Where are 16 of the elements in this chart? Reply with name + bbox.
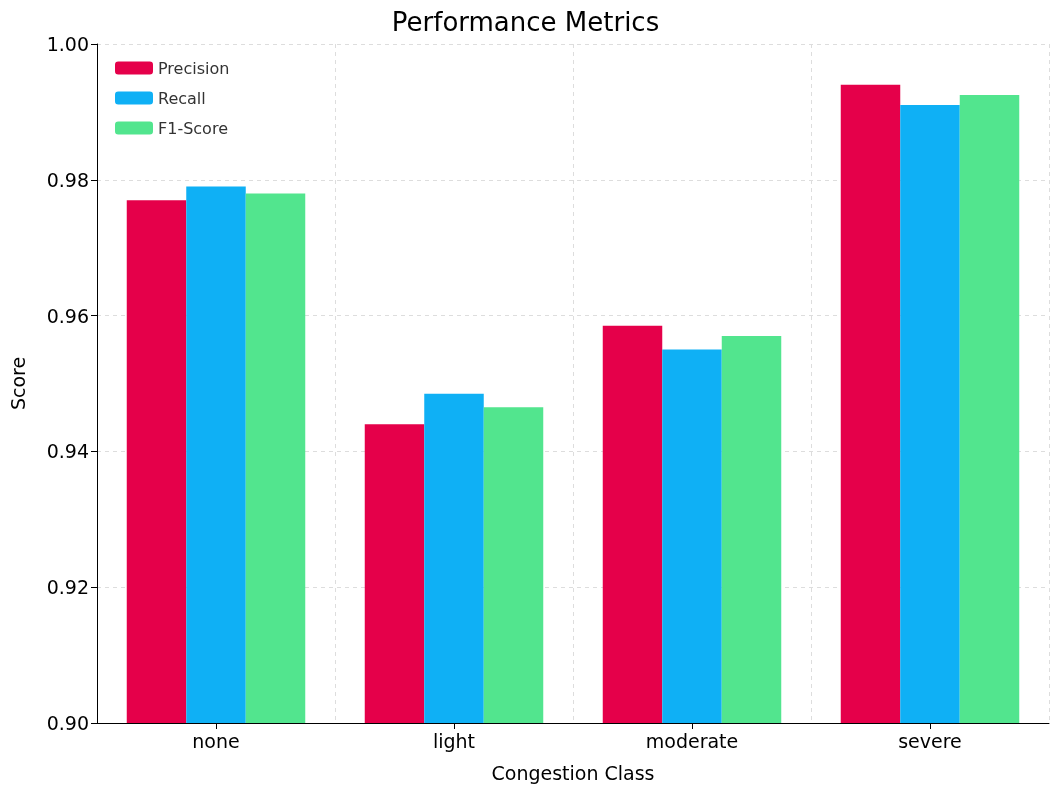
chart-title: Performance Metrics xyxy=(391,7,660,37)
y-axis-title: Score xyxy=(6,356,29,411)
y-tick-label: 0.98 xyxy=(46,168,89,191)
x-tick-label: none xyxy=(192,729,240,752)
x-tick-label: severe xyxy=(898,729,962,752)
y-tick-label: 0.92 xyxy=(46,576,89,599)
y-tick-label: 0.90 xyxy=(46,712,89,734)
y-tick-label: 0.96 xyxy=(46,304,89,327)
x-axis-title: Congestion Class xyxy=(491,761,655,784)
legend-label: Precision xyxy=(158,58,230,78)
legend-label: Recall xyxy=(158,88,206,108)
x-tick-label: moderate xyxy=(645,729,739,752)
x-tick-label: light xyxy=(432,729,476,752)
legend-label: F1-Score xyxy=(158,118,228,138)
y-tick-label: 0.94 xyxy=(46,440,89,463)
y-tick-label: 1.00 xyxy=(46,33,89,55)
